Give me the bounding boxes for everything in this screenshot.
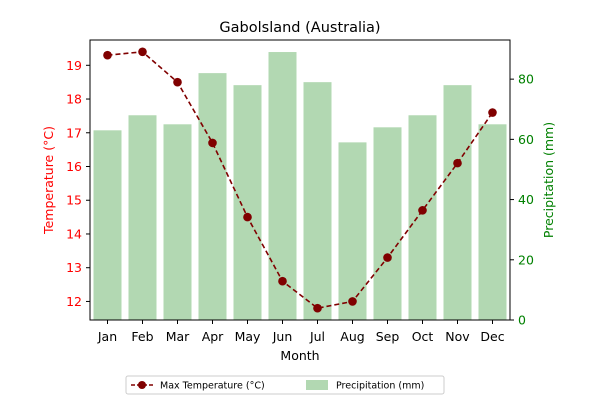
temperature-point <box>348 297 357 306</box>
left-axis-tick-label: 13 <box>66 260 82 275</box>
temperature-point <box>488 108 497 117</box>
left-axis-tick-label: 19 <box>66 58 82 73</box>
left-axis-tick-label: 14 <box>66 226 82 241</box>
x-axis-tick-label: Jan <box>97 329 117 344</box>
precipitation-bar <box>373 127 402 320</box>
precipitation-bar <box>478 124 507 320</box>
x-axis-tick-label: Apr <box>202 329 224 344</box>
x-axis-tick-label: Nov <box>445 329 470 344</box>
plot-frame <box>89 39 511 321</box>
x-axis-tick-label: Jul <box>309 329 325 344</box>
left-axis-tick-label: 17 <box>66 125 82 140</box>
temperature-point <box>173 77 182 87</box>
legend-precipitation-label: Precipitation (mm) <box>336 381 424 392</box>
precipitation-bar <box>443 85 472 320</box>
precipitation-bar <box>233 85 262 320</box>
precipitation-bar <box>338 142 367 320</box>
x-axis: Jan Feb Mar Apr May Jun Jul Aug Sep Oct Nov Dec <box>97 320 505 344</box>
precipitation-bar <box>303 82 332 321</box>
temperature-point <box>278 276 287 286</box>
temperature-point <box>208 138 217 148</box>
right-axis-tick-label: 80 <box>518 72 534 87</box>
right-axis-title: Precipitation (mm) <box>541 122 556 238</box>
x-axis-tick-label: May <box>235 329 261 344</box>
temperature-point <box>383 253 392 262</box>
precipitation-bar <box>128 115 157 321</box>
temperature-point <box>453 158 462 168</box>
precipitation-bar <box>408 115 437 321</box>
right-axis-tick-label: 0 <box>518 313 526 328</box>
right-axis-tick-label: 60 <box>518 132 534 147</box>
temperature-point <box>418 206 427 215</box>
legend-frame <box>125 375 445 395</box>
right-axis-tick-label: 40 <box>518 192 534 207</box>
right-axis: 0 20 40 60 80 <box>510 72 534 328</box>
right-axis-tick-label: 20 <box>518 252 534 267</box>
legend-precipitation-swatch <box>306 380 328 390</box>
x-axis-tick-label: Feb <box>131 329 153 344</box>
precipitation-bars <box>93 52 507 321</box>
x-axis-tick-label: Oct <box>412 329 434 344</box>
x-axis-tick-label: Dec <box>480 329 504 344</box>
legend-temperature-label: Max Temperature (°C) <box>160 381 265 392</box>
x-axis-tick-label: Mar <box>166 329 190 344</box>
x-axis-title: Month <box>280 348 319 363</box>
left-axis-tick-label: 15 <box>66 193 82 208</box>
legend: Max Temperature (°C) Precipitation (mm) <box>125 375 445 395</box>
precipitation-bar <box>268 52 297 320</box>
temperature-line <box>103 47 497 313</box>
left-axis-tick-label: 18 <box>66 92 82 107</box>
precipitation-bar <box>198 73 227 321</box>
x-axis-tick-label: Aug <box>340 329 364 344</box>
temperature-series-line <box>107 50 494 310</box>
temperature-point <box>243 212 252 222</box>
left-axis-tick-label: 12 <box>66 294 82 309</box>
left-axis-tick-label: 16 <box>66 159 82 174</box>
legend-temperature-marker <box>138 381 146 389</box>
left-axis-title: Temperature (°C) <box>41 126 56 235</box>
x-axis-tick-label: Sep <box>376 329 400 344</box>
temperature-point <box>138 47 147 57</box>
precipitation-bar <box>163 124 192 320</box>
chart-title: Gabolsland (Australia) <box>219 20 380 36</box>
x-axis-tick-label: Jun <box>272 329 293 344</box>
left-axis: 12 13 14 15 16 17 18 19 <box>66 58 90 309</box>
temperature-point <box>103 50 112 60</box>
temperature-point <box>313 303 322 313</box>
precipitation-bar <box>93 130 122 320</box>
